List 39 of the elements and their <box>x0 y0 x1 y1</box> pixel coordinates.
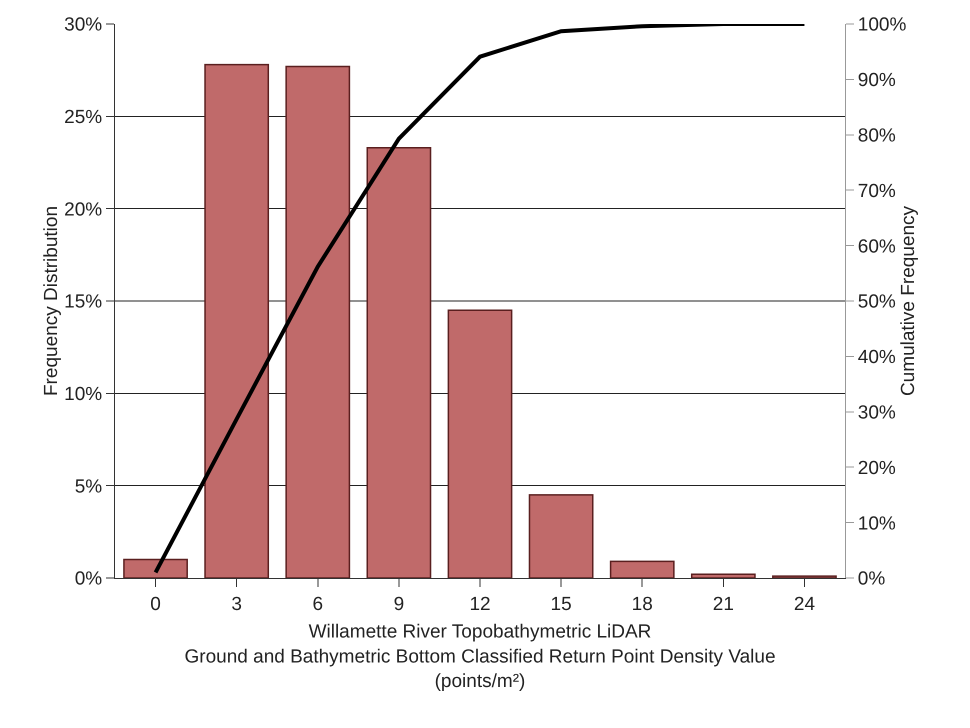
y-tick-label: 20% <box>64 199 102 220</box>
y2-tick-label: 80% <box>858 125 896 146</box>
y-tick-label: 15% <box>64 292 102 313</box>
bar <box>366 146 432 578</box>
y-tick-label: 30% <box>64 14 102 36</box>
bar <box>123 558 188 578</box>
bar <box>610 560 675 578</box>
y-tick-label: 10% <box>64 384 102 405</box>
y2-tick-label: 90% <box>858 70 896 92</box>
x-tick-label: 9 <box>394 594 404 615</box>
y2-tick-label: 0% <box>858 568 886 590</box>
y2-tick-label: 40% <box>858 347 896 368</box>
y-tick-label: 0% <box>74 568 102 590</box>
line-series <box>154 24 806 574</box>
bar <box>528 494 594 578</box>
y-tick-label: 5% <box>74 476 102 498</box>
x-tick-label: 6 <box>312 594 324 615</box>
x-tick-label: 24 <box>794 594 816 615</box>
bar <box>690 574 756 578</box>
x-tick-label: 12 <box>469 594 491 615</box>
y-axis-title: Frequency Distribution <box>41 206 62 396</box>
y2-tick-label: 60% <box>858 236 896 258</box>
x-tick-label: 15 <box>550 594 572 615</box>
y2-tick-label: 100% <box>858 14 906 36</box>
x-axis-title: Willamette River Topobathymetric LiDAR Ground and Bathymetric Bottom Classified Return Point Density Value (points/m²) <box>184 622 776 692</box>
bar <box>285 66 350 578</box>
bar <box>204 64 270 578</box>
y2-tick-label: 30% <box>858 402 896 424</box>
x-tick-label: 21 <box>712 594 734 615</box>
y2-axis-title: Cumulative Frequency <box>898 205 919 396</box>
y-tick-label: 25% <box>64 106 102 128</box>
bar <box>448 309 512 578</box>
y2-tick-label: 70% <box>858 180 896 202</box>
x-tick-label: 0 <box>150 594 161 615</box>
x-tick-label: 3 <box>231 594 242 615</box>
y2-tick-label: 10% <box>858 513 896 534</box>
x-tick-label: 18 <box>632 594 653 615</box>
y2-tick-label: 20% <box>858 458 896 479</box>
y2-tick-label: 50% <box>858 292 896 313</box>
